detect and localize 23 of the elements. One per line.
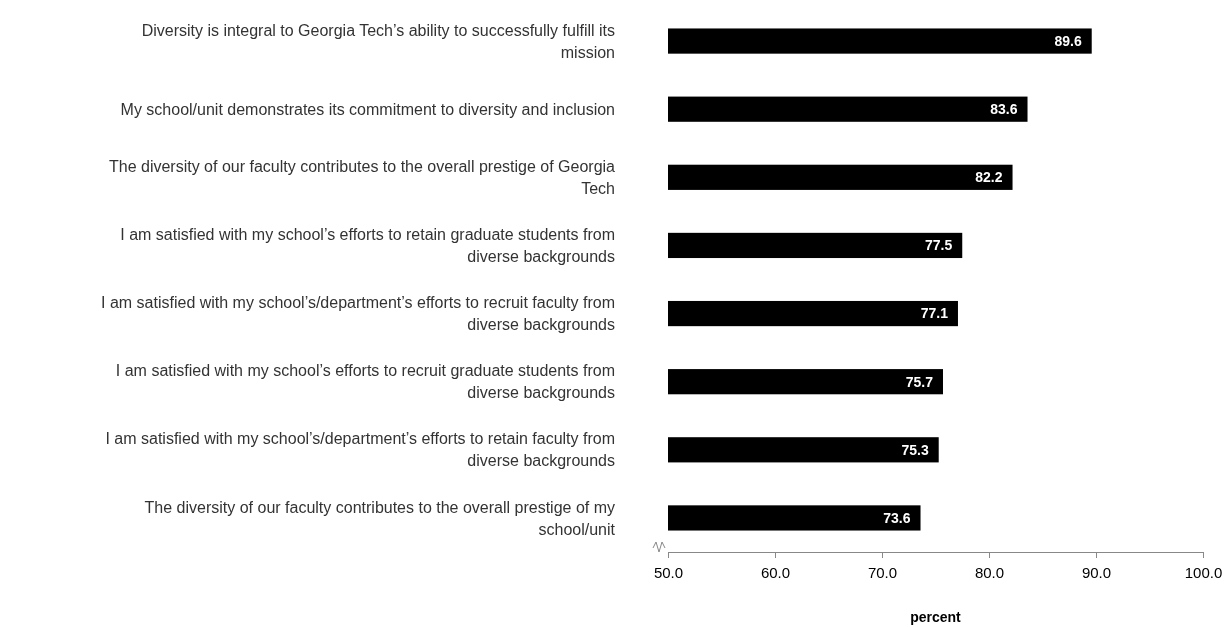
y-tick-label: I am satisfied with my school’s efforts to recruit graduate students from diverse backgrounds <box>115 362 615 402</box>
x-tick-label: 100.0 <box>1184 563 1223 581</box>
x-tick-label: 50.0 <box>653 563 684 581</box>
data-label: 77.5 <box>925 237 953 254</box>
y-tick-label: The diversity of our faculty contributes to the overall prestige of my school/unit <box>144 498 616 538</box>
y-tick-label: Diversity is integral to Georgia Tech’s ability to successfully fulfill its mission <box>141 21 615 61</box>
data-label: 83.6 <box>990 101 1018 118</box>
y-tick-label: I am satisfied with my school’s efforts to retain graduate students from diverse backgrounds <box>120 226 615 266</box>
data-label: 89.6 <box>1054 32 1082 49</box>
data-label: 75.7 <box>905 373 934 390</box>
x-tick-label: 70.0 <box>867 563 898 581</box>
x-tick-label: 80.0 <box>974 563 1005 581</box>
x-tick-label: 90.0 <box>1081 563 1112 581</box>
y-tick-label: The diversity of our faculty contributes to the overall prestige of Georgia Tech <box>108 157 616 197</box>
x-axis-title: percent <box>910 609 962 625</box>
x-tick-label: 60.0 <box>760 563 791 581</box>
data-label: 77.1 <box>920 305 949 322</box>
y-tick-label: I am satisfied with my school’s/department’s efforts to recruit faculty from diverse backgrounds <box>101 294 615 334</box>
data-label: 75.3 <box>901 441 929 458</box>
data-label: 82.2 <box>975 169 1003 186</box>
data-label: 73.6 <box>883 509 911 526</box>
y-tick-label: I am satisfied with my school’s/department’s efforts to retain faculty from diverse backgrounds <box>105 430 615 470</box>
y-tick-label: My school/unit demonstrates its commitment to diversity and inclusion <box>120 100 615 118</box>
